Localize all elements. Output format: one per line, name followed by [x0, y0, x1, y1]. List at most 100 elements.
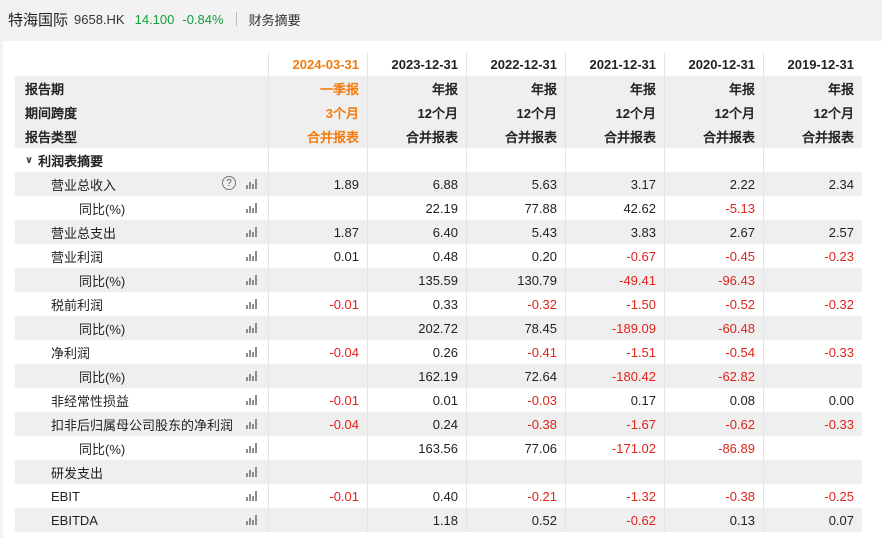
table-cell: -0.21: [466, 484, 565, 508]
bar-chart-icon[interactable]: [246, 515, 258, 525]
bar-chart-icon[interactable]: [246, 467, 258, 477]
table-cell: -0.62: [565, 508, 664, 532]
financial-table: 2024-03-31 2023-12-31 2022-12-31 2021-12-31…: [15, 52, 862, 532]
bar-chart-icon[interactable]: [246, 203, 258, 213]
table-cell: 72.64: [466, 364, 565, 388]
section-income-statement[interactable]: ∨ 利润表摘要: [15, 148, 268, 172]
bar-chart-icon[interactable]: [246, 443, 258, 453]
bar-chart-icon[interactable]: [246, 419, 258, 429]
table-cell: 6.40: [367, 220, 466, 244]
stock-change: -0.84%: [182, 11, 224, 27]
table-cell: [268, 508, 367, 532]
table-cell: [763, 436, 862, 460]
table-cell: -0.52: [664, 292, 763, 316]
table-cell: -1.51: [565, 340, 664, 364]
table-cell: -0.33: [763, 412, 862, 436]
table-cell: [763, 268, 862, 292]
stock-header: 特海国际 9658.HK 14.100 -0.84% 财务摘要: [0, 0, 882, 38]
table-row-label: 税前利润: [15, 292, 268, 316]
bar-chart-icon[interactable]: [246, 179, 258, 189]
table-cell: 0.40: [367, 484, 466, 508]
section-empty-cell: [664, 148, 763, 172]
column-date: 2020-12-31: [664, 52, 763, 76]
table-cell: -1.50: [565, 292, 664, 316]
header-divider: [235, 12, 237, 26]
table-cell: [565, 460, 664, 484]
table-cell: -62.82: [664, 364, 763, 388]
column-date: 2023-12-31: [367, 52, 466, 76]
table-cell: -0.33: [763, 340, 862, 364]
table-cell: [268, 364, 367, 388]
period-span-value: 12个月: [664, 100, 763, 124]
chevron-down-icon[interactable]: ∨: [25, 154, 34, 166]
table-row-label: 营业总支出: [15, 220, 268, 244]
bar-chart-icon[interactable]: [246, 251, 258, 261]
period-span-value: 12个月: [763, 100, 862, 124]
section-empty-cell: [268, 148, 367, 172]
table-cell: [763, 196, 862, 220]
table-row-label: EBITDA: [15, 508, 268, 532]
table-cell: -60.48: [664, 316, 763, 340]
bar-chart-icon[interactable]: [246, 347, 258, 357]
table-row-label: 同比(%): [15, 436, 268, 460]
table-cell: 0.20: [466, 244, 565, 268]
table-cell: 22.19: [367, 196, 466, 220]
column-date: 2022-12-31: [466, 52, 565, 76]
table-cell: 202.72: [367, 316, 466, 340]
table-cell: 162.19: [367, 364, 466, 388]
table-cell: 0.26: [367, 340, 466, 364]
table-cell: 135.59: [367, 268, 466, 292]
table-cell: [367, 460, 466, 484]
table-cell: 78.45: [466, 316, 565, 340]
section-empty-cell: [367, 148, 466, 172]
help-icon[interactable]: ?: [222, 176, 236, 190]
section-label: 利润表摘要: [38, 153, 104, 169]
table-cell: -180.42: [565, 364, 664, 388]
bar-chart-icon[interactable]: [246, 275, 258, 285]
bar-chart-icon[interactable]: [246, 491, 258, 501]
stock-code: 9658.HK: [74, 11, 125, 27]
table-cell: -49.41: [565, 268, 664, 292]
table-row-label: 研发支出: [15, 460, 268, 484]
tab-financial-summary[interactable]: 财务摘要: [248, 12, 301, 28]
period-span-label: 期间跨度: [15, 100, 268, 124]
table-cell: -0.04: [268, 340, 367, 364]
bar-chart-icon[interactable]: [246, 299, 258, 309]
table-cell: 130.79: [466, 268, 565, 292]
table-cell: 1.18: [367, 508, 466, 532]
table-cell: -0.32: [466, 292, 565, 316]
table-cell: 3.83: [565, 220, 664, 244]
period-span-value: 12个月: [466, 100, 565, 124]
table-cell: -0.25: [763, 484, 862, 508]
table-row-label: 同比(%): [15, 268, 268, 292]
table-cell: 1.87: [268, 220, 367, 244]
table-cell: -1.32: [565, 484, 664, 508]
table-cell: 2.57: [763, 220, 862, 244]
report-type-value: 合并报表: [268, 124, 367, 148]
table-cell: -0.67: [565, 244, 664, 268]
table-cell: -0.03: [466, 388, 565, 412]
table-row-label: 营业总收入?: [15, 172, 268, 196]
bar-chart-icon[interactable]: [246, 227, 258, 237]
table-cell: 77.06: [466, 436, 565, 460]
table-cell: 5.63: [466, 172, 565, 196]
table-cell: 2.22: [664, 172, 763, 196]
bar-chart-icon[interactable]: [246, 371, 258, 381]
table-cell: -0.45: [664, 244, 763, 268]
header-blank: [15, 52, 268, 76]
section-empty-cell: [565, 148, 664, 172]
table-cell: [763, 316, 862, 340]
bar-chart-icon[interactable]: [246, 395, 258, 405]
table-cell: 0.00: [763, 388, 862, 412]
table-cell: -86.89: [664, 436, 763, 460]
table-row-label: 同比(%): [15, 316, 268, 340]
bar-chart-icon[interactable]: [246, 323, 258, 333]
period-span-value: 3个月: [268, 100, 367, 124]
table-cell: -0.41: [466, 340, 565, 364]
table-cell: -0.32: [763, 292, 862, 316]
table-cell: [466, 460, 565, 484]
report-type-value: 合并报表: [664, 124, 763, 148]
table-cell: 5.43: [466, 220, 565, 244]
table-cell: [763, 364, 862, 388]
table-cell: 42.62: [565, 196, 664, 220]
